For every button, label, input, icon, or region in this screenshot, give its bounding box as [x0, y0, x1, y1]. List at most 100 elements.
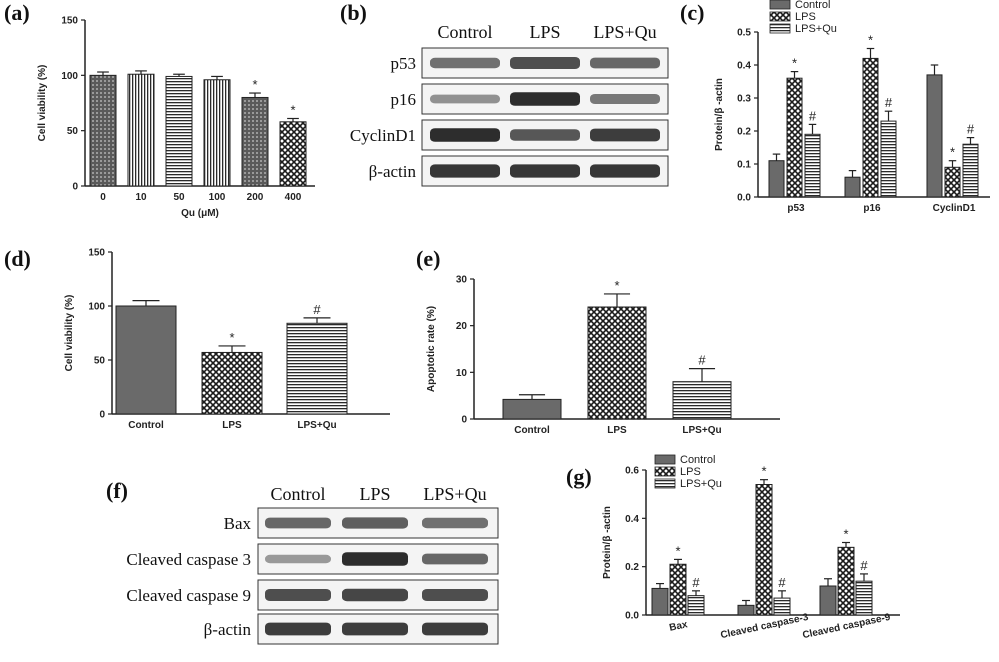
significance-mark: # — [778, 575, 786, 590]
y-tick-label: 30 — [456, 275, 468, 286]
legend-entry: LPS+Qu — [795, 23, 837, 35]
bar — [587, 306, 647, 420]
y-tick-label: 0.4 — [737, 61, 751, 72]
panel-label-c: (c) — [680, 0, 704, 25]
x-tick-label: 400 — [285, 192, 302, 203]
y-tick-label: 0 — [72, 182, 78, 193]
legend-swatch — [654, 454, 676, 465]
blot-column-label: LPS — [359, 484, 390, 504]
blot-column-label: Control — [270, 484, 325, 504]
blot-band — [510, 92, 580, 106]
blot-column-label: Control — [437, 22, 492, 42]
x-tick-label: 100 — [209, 192, 226, 203]
legend-entry: LPS+Qu — [680, 478, 722, 490]
legend-entry: Control — [680, 454, 715, 466]
x-tick-label: 0 — [100, 192, 106, 203]
bar — [837, 546, 855, 616]
bar — [241, 96, 269, 187]
blot-band — [430, 164, 500, 178]
x-tick-label: 50 — [173, 192, 185, 203]
significance-mark: * — [252, 77, 257, 92]
significance-mark: # — [313, 302, 321, 317]
x-tick-label: 10 — [135, 192, 147, 203]
blot-band — [590, 164, 660, 178]
bar — [786, 77, 803, 198]
y-tick-label: 0 — [99, 410, 105, 421]
significance-mark: * — [843, 527, 848, 542]
x-tick-label: Control — [128, 420, 164, 431]
bar — [165, 75, 193, 187]
y-tick-label: 10 — [456, 368, 468, 379]
significance-mark: # — [967, 122, 975, 137]
bar — [962, 143, 979, 198]
bar — [115, 305, 177, 415]
legend-entry: LPS — [680, 466, 701, 478]
y-tick-label: 100 — [61, 71, 78, 82]
y-axis-label: Protein/β -actin — [602, 506, 613, 579]
bar — [201, 351, 263, 415]
bar — [672, 381, 732, 420]
significance-mark: # — [860, 558, 868, 573]
blot-band — [430, 94, 500, 104]
significance-mark: * — [868, 33, 873, 48]
bar — [651, 587, 669, 616]
x-tick-label: Cleaved caspase-3 — [720, 612, 810, 641]
y-tick-label: 50 — [94, 356, 106, 367]
bar — [944, 166, 961, 198]
y-tick-label: 0.0 — [625, 611, 639, 622]
blot-band — [265, 517, 331, 529]
bar — [127, 73, 155, 187]
bar — [768, 160, 785, 198]
bar — [502, 398, 562, 420]
blot-column-label: LPS+Qu — [593, 22, 656, 42]
y-tick-label: 0.5 — [737, 28, 751, 39]
x-tick-label: LPS+Qu — [297, 420, 336, 431]
blot-band — [265, 622, 331, 636]
significance-mark: # — [692, 575, 700, 590]
y-axis-label: Cell viability (%) — [64, 295, 75, 372]
legend-entry: Control — [795, 0, 830, 11]
blot-row-label: Bax — [224, 514, 252, 533]
bar — [773, 597, 791, 616]
x-tick-label: Bax — [668, 619, 689, 634]
significance-mark: # — [698, 353, 706, 368]
blot-band — [422, 622, 488, 636]
blot-band — [510, 164, 580, 178]
significance-mark: * — [290, 102, 295, 117]
y-tick-label: 0.2 — [737, 127, 751, 138]
blot-band — [590, 57, 660, 69]
panel-label-b: (b) — [340, 0, 367, 25]
blot-band — [510, 57, 580, 69]
significance-mark: * — [950, 145, 955, 160]
bar — [819, 585, 837, 616]
blot-band — [342, 622, 408, 636]
blot-row-label: Cleaved caspase 3 — [126, 550, 251, 569]
panel-label-a: (a) — [4, 0, 30, 25]
blot-band — [422, 553, 488, 565]
x-tick-label: p53 — [787, 203, 805, 214]
significance-mark: * — [675, 543, 680, 558]
x-tick-label: LPS — [607, 425, 627, 436]
y-axis-label: Cell viability (%) — [37, 65, 48, 142]
blot-band — [590, 128, 660, 142]
blot-b: Control LPS LPS+Qu p53 p16 CyclinD1 β-actin — [350, 22, 669, 187]
blot-row-label: β-actin — [204, 620, 252, 639]
blot-band — [422, 517, 488, 529]
blot-band — [430, 128, 500, 142]
y-tick-label: 50 — [67, 126, 79, 137]
blot-band — [342, 588, 408, 602]
y-tick-label: 0 — [461, 415, 467, 426]
chart-g: 0.0 0.2 0.4 0.6 Protein/β -actin * # Bax * # Cleav… — [602, 454, 900, 641]
x-axis-label: Qu (μM) — [181, 208, 219, 219]
blot-band — [265, 554, 331, 564]
x-tick-label: Control — [514, 425, 550, 436]
legend-swatch — [654, 478, 676, 489]
chart-c: 0.0 0.1 0.2 0.3 0.4 0.5 Protein/β -actin * # p53 *… — [714, 0, 990, 214]
bar — [844, 176, 861, 198]
blot-row-label: Cleaved caspase 9 — [126, 586, 251, 605]
chart-e: 0 10 20 30 Apoptotic rate (%) Control * LPS # LPS… — [426, 275, 780, 436]
blot-band — [342, 517, 408, 529]
